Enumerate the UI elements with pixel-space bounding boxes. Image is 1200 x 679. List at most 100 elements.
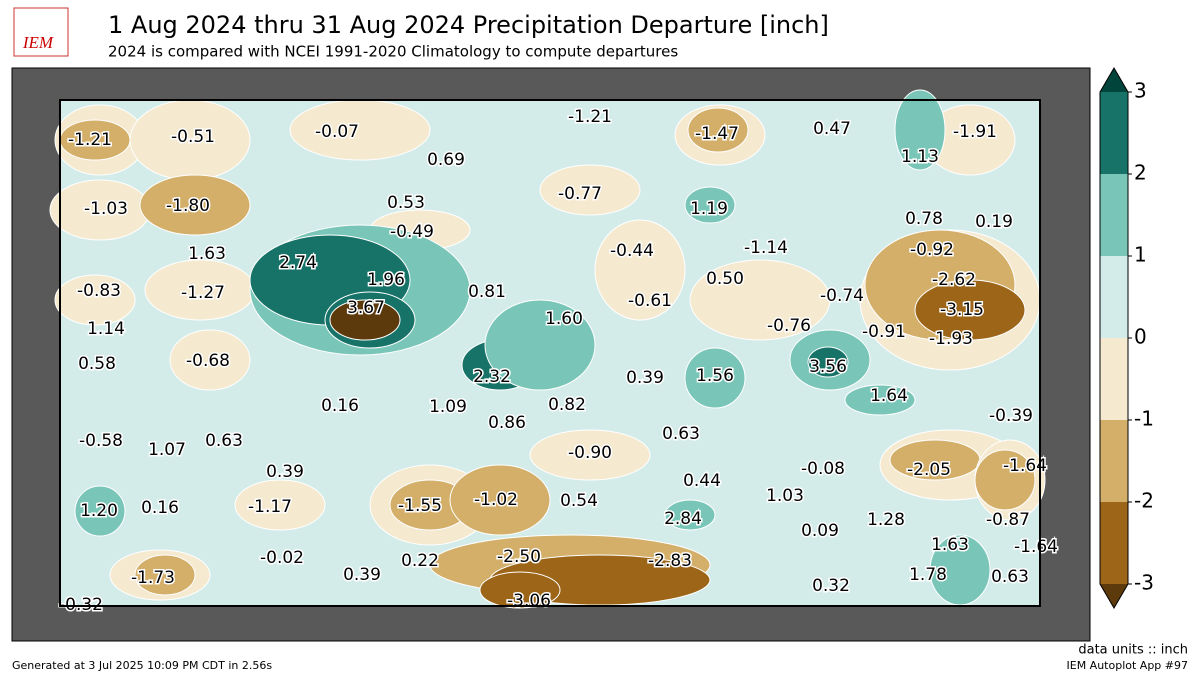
map-value-label: -0.74: [820, 286, 864, 306]
map-value-label: 0.63: [662, 424, 700, 444]
map-value-label: -2.50: [497, 547, 541, 567]
map-value-label: -0.07: [315, 122, 359, 142]
map-value-label: -1.27: [181, 283, 225, 303]
contour-region: [844, 384, 916, 416]
map-value-label: 0.39: [343, 565, 381, 585]
map-value-label: -1.47: [695, 124, 739, 144]
map-value-label: -0.68: [186, 351, 230, 371]
map-value-label: -0.08: [801, 459, 845, 479]
map-value-label: -1.93: [929, 329, 973, 349]
contour-region: [329, 299, 401, 341]
map-value-label: -0.61: [628, 291, 672, 311]
map-value-label: 1.64: [870, 386, 908, 406]
contour-region: [74, 485, 126, 537]
subtitle: 2024 is compared with NCEI 1991-2020 Cli…: [108, 43, 678, 61]
map-labels: -1.21 -0.51 -0.07 0.69 -1.21 -1.47 0.47 1.13 -1.…: [58, 106, 1060, 617]
colorbar-tick-label: 1: [1134, 243, 1147, 267]
map-value-label: -1.21: [568, 107, 612, 127]
units-note: data units :: inch: [1078, 643, 1188, 658]
generated-note: Generated at 3 Jul 2025 10:09 PM CDT in …: [12, 659, 272, 672]
map-value-label: -0.77: [558, 184, 602, 204]
contour-region: [914, 279, 1026, 341]
map-value-label: 2.84: [664, 509, 702, 529]
title: 1 Aug 2024 thru 31 Aug 2024 Precipitatio…: [108, 11, 829, 39]
contour-region: [894, 89, 946, 171]
contour-region: [807, 346, 849, 378]
map-value-label: -0.58: [79, 431, 123, 451]
map-value-label: 0.16: [141, 498, 179, 518]
map-value-label: -1.80: [166, 196, 210, 216]
map-value-label: 1.07: [148, 440, 186, 460]
map-value-label: 1.78: [909, 565, 947, 585]
map-value-label: -0.51: [171, 127, 215, 147]
colorbar-band: [1100, 420, 1128, 502]
map-value-label: 0.32: [812, 576, 850, 596]
map-value-label: -2.83: [648, 551, 692, 571]
colorbar-tick-label: -2: [1134, 489, 1154, 513]
map-value-label: 0.54: [560, 491, 598, 511]
contours: [49, 89, 1046, 609]
map-value-label: 0.39: [266, 462, 304, 482]
map-value-label: -1.21: [68, 130, 112, 150]
map-value-label: -3.06: [507, 591, 551, 611]
map-value-label: 1.13: [901, 147, 939, 167]
map-value-label: 0.58: [78, 354, 116, 374]
contour-region: [664, 499, 716, 531]
map-value-label: 2.32: [473, 367, 511, 387]
contour-region: [134, 554, 196, 596]
map-value-label: -2.62: [932, 270, 976, 290]
contour-region: [484, 299, 596, 391]
map-value-label: -2.05: [907, 460, 951, 480]
map-value-label: 1.20: [80, 501, 118, 521]
map-value-label: -0.76: [767, 316, 811, 336]
colorbar-tick-label: 0: [1134, 325, 1147, 349]
map-value-label: 0.22: [401, 551, 439, 571]
map-value-label: 0.39: [626, 368, 664, 388]
map-value-label: -1.64: [1014, 537, 1058, 557]
colorbar: -3 -2 -1 0 1 2 3: [1099, 67, 1154, 609]
contour-region: [54, 274, 136, 326]
colorbar-tick-label: -3: [1134, 571, 1154, 595]
map-value-label: -1.17: [248, 497, 292, 517]
map-value-label: 3.67: [347, 298, 385, 318]
contour-region: [687, 107, 749, 153]
map-value-label: 1.14: [87, 319, 125, 339]
app-note: IEM Autoplot App #97: [1067, 659, 1189, 672]
map-value-label: -0.39: [989, 406, 1033, 426]
map-value-label: 0.63: [205, 431, 243, 451]
map-value-label: 1.56: [696, 366, 734, 386]
map-value-label: 1.09: [429, 397, 467, 417]
map-value-label: 1.28: [867, 510, 905, 530]
map-value-label: -1.91: [953, 122, 997, 142]
contour-region: [479, 571, 561, 609]
map-value-label: -0.92: [910, 240, 954, 260]
contour-region: [139, 174, 251, 236]
contour-region: [529, 429, 651, 481]
map-value-label: -1.14: [744, 238, 788, 258]
colorbar-band: [1100, 338, 1128, 420]
colorbar-band: [1100, 174, 1128, 256]
map-value-label: -0.44: [610, 241, 654, 261]
contour-region: [289, 99, 431, 161]
map-border: [11, 67, 1091, 642]
colorbar-band: [1100, 502, 1128, 584]
map-value-label: 1.60: [545, 309, 583, 329]
map-value-label: -1.55: [398, 496, 442, 516]
colorbar-band: [1100, 256, 1128, 338]
map-value-label: 1.03: [766, 486, 804, 506]
map-value-label: 0.82: [548, 395, 586, 415]
map-value-label: -3.15: [940, 300, 984, 320]
logo-box: [13, 7, 69, 57]
contour-region: [974, 449, 1036, 511]
contour-region: [684, 186, 736, 224]
colorbar-under: [1100, 584, 1128, 608]
map-value-label: 1.96: [367, 270, 405, 290]
contour-region: [539, 164, 641, 216]
map-value-label: 0.47: [813, 119, 851, 139]
state-border: [59, 99, 1041, 607]
map-value-label: -0.02: [260, 548, 304, 568]
colorbar-band: [1100, 92, 1128, 174]
map-value-label: 0.16: [321, 396, 359, 416]
colorbar-over: [1100, 68, 1128, 92]
